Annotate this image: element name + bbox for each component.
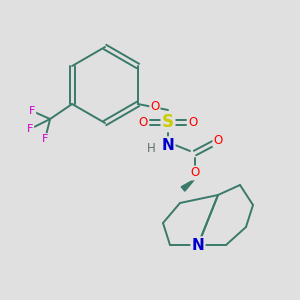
Text: N: N [162, 137, 174, 152]
Text: S: S [162, 113, 174, 131]
Text: O: O [188, 116, 198, 128]
Text: F: F [42, 134, 48, 144]
Text: O: O [190, 167, 200, 179]
Text: H: H [147, 142, 155, 155]
Text: O: O [213, 134, 223, 146]
Text: F: F [27, 124, 33, 134]
Text: N: N [192, 238, 204, 253]
Text: O: O [138, 116, 148, 128]
Text: O: O [150, 100, 160, 113]
Text: F: F [29, 106, 35, 116]
Polygon shape [181, 179, 195, 191]
